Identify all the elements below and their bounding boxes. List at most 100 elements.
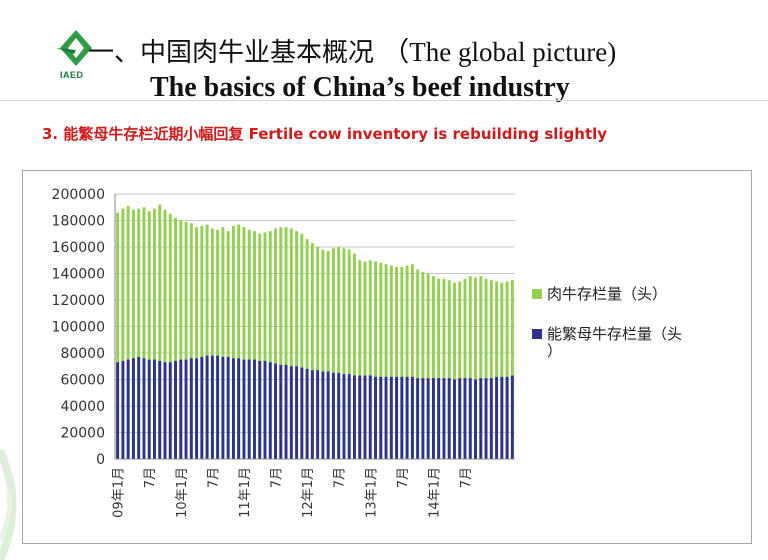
bar-cattle <box>158 204 162 459</box>
bar-fertile-cow <box>484 378 488 459</box>
decorative-leaf-graphic <box>0 450 17 560</box>
bar-fertile-cow <box>268 362 272 459</box>
bar-cattle <box>179 220 183 459</box>
bar-fertile-cow <box>289 366 293 459</box>
bar-cattle <box>184 221 188 459</box>
bar-cattle <box>400 266 404 459</box>
bar-cattle <box>479 276 483 459</box>
logo-text: IAED <box>60 70 84 80</box>
bar-fertile-cow <box>463 378 467 459</box>
bar-cattle <box>237 224 241 459</box>
bar-fertile-cow <box>184 359 188 459</box>
bar-cattle <box>437 278 441 459</box>
bar-fertile-cow <box>126 359 130 459</box>
bar-fertile-cow <box>253 359 256 459</box>
bar-cattle <box>279 227 283 459</box>
bar-cattle <box>395 266 399 459</box>
bar-fertile-cow <box>163 362 167 459</box>
bar-cattle <box>131 209 135 459</box>
bar-fertile-cow <box>505 376 509 459</box>
bar-cattle <box>300 233 304 459</box>
bar-fertile-cow <box>168 362 172 459</box>
bar-cattle <box>416 269 420 459</box>
bar-fertile-cow <box>258 360 262 459</box>
inventory-bar-chart: 0 20000 40000 60000 80000 100000 120000 140000 1… <box>52 187 682 518</box>
y-tick-label: 140000 <box>52 267 105 283</box>
bar-cattle <box>163 209 167 459</box>
bar-fertile-cow <box>200 356 204 459</box>
bar-cattle <box>205 224 209 459</box>
title-english: （The global picture) <box>382 37 617 67</box>
bar-cattle <box>421 272 425 459</box>
y-tick-label: 20000 <box>60 426 105 442</box>
iaed-logo <box>56 30 92 66</box>
bar-cattle <box>295 231 299 459</box>
bar-cattle <box>263 232 267 459</box>
bar-fertile-cow <box>158 360 162 459</box>
bar-fertile-cow <box>495 376 499 459</box>
bar-fertile-cow <box>489 378 493 459</box>
bar-fertile-cow <box>479 378 483 459</box>
chart-container: 0 20000 40000 60000 80000 100000 120000 140000 1… <box>22 170 752 544</box>
bar-fertile-cow <box>442 378 446 459</box>
bar-cattle <box>431 276 435 459</box>
bar-fertile-cow <box>363 375 367 459</box>
axes <box>114 194 515 460</box>
bar-fertile-cow <box>405 376 409 459</box>
y-tick-label: 40000 <box>60 399 105 415</box>
bar-fertile-cow <box>142 358 146 459</box>
bar-cattle <box>168 213 172 459</box>
bar-cattle <box>495 281 499 459</box>
bar-cattle <box>331 248 335 459</box>
bar-cattle <box>353 253 356 459</box>
bar-cattle <box>410 264 414 459</box>
bar-cattle <box>505 281 509 459</box>
y-tick-label: 200000 <box>52 187 105 203</box>
bar-cattle <box>316 247 320 459</box>
x-tick-label: 7月 <box>143 467 158 488</box>
slide-subtitle: 3. 能繁母牛存栏近期小幅回复 Fertile cow inventory is… <box>42 125 608 143</box>
x-tick-label: 7月 <box>396 467 411 488</box>
bar-cattle <box>195 227 199 459</box>
bar-cattle <box>337 247 341 459</box>
bar-fertile-cow <box>147 359 151 459</box>
bar-cattle <box>447 280 451 459</box>
bar-cattle <box>358 260 362 459</box>
bar-fertile-cow <box>410 376 414 459</box>
bar-fertile-cow <box>174 360 177 459</box>
x-tick-label: 10年1月 <box>175 467 190 518</box>
x-tick-label: 7月 <box>270 467 285 488</box>
bar-fertile-cow <box>416 378 420 459</box>
bar-fertile-cow <box>131 358 135 459</box>
page-title: 一、中国肉牛业基本概况 （The global picture) <box>88 30 616 69</box>
bar-cattle <box>258 233 262 459</box>
bar-cattle <box>510 280 514 459</box>
bar-fertile-cow <box>447 378 451 459</box>
y-tick-label: 60000 <box>60 373 105 389</box>
bar-fertile-cow <box>347 374 351 459</box>
bar-fertile-cow <box>221 356 225 459</box>
bar-fertile-cow <box>368 375 372 459</box>
bar-cattle <box>242 227 246 459</box>
bar-fertile-cow <box>284 364 288 459</box>
bar-fertile-cow <box>263 360 267 459</box>
x-tick-label: 13年1月 <box>364 467 379 518</box>
bar-fertile-cow <box>279 364 283 459</box>
bar-fertile-cow <box>210 355 214 459</box>
y-tick-label: 100000 <box>52 320 105 336</box>
x-tick-label: 09年1月 <box>112 467 127 518</box>
x-tick-label: 7月 <box>206 467 221 488</box>
bar-fertile-cow <box>295 366 299 459</box>
bar-fertile-cow <box>453 379 456 459</box>
legend-swatch <box>532 289 542 299</box>
bar-fertile-cow <box>331 372 335 459</box>
legend-swatch <box>532 329 542 339</box>
cow-bars <box>116 355 514 459</box>
bar-cattle <box>474 277 477 459</box>
bar-fertile-cow <box>374 376 377 459</box>
y-axis-ticks: 0 20000 40000 60000 80000 100000 120000 140000 1… <box>52 187 105 468</box>
bar-cattle <box>226 231 230 459</box>
y-tick-label: 120000 <box>52 293 105 309</box>
bar-fertile-cow <box>116 362 120 459</box>
bar-fertile-cow <box>247 359 251 459</box>
